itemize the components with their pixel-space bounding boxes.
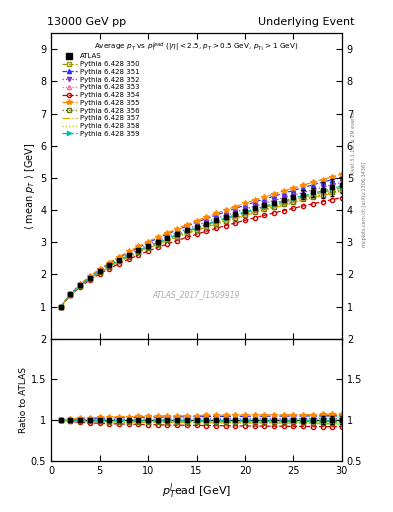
Text: Underlying Event: Underlying Event (258, 16, 355, 27)
Text: ATLAS_2017_I1509919: ATLAS_2017_I1509919 (153, 290, 240, 299)
X-axis label: $p_T^l$ead [GeV]: $p_T^l$ead [GeV] (162, 481, 231, 501)
Legend: ATLAS, Pythia 6.428 350, Pythia 6.428 351, Pythia 6.428 352, Pythia 6.428 353, P: ATLAS, Pythia 6.428 350, Pythia 6.428 35… (61, 52, 141, 138)
Text: Average $p_T$ vs $p_T^{lead}$ ($|\eta| < 2.5$, $p_T > 0.5$ GeV, $p_{T_1} > 1$ Ge: Average $p_T$ vs $p_T^{lead}$ ($|\eta| <… (94, 41, 299, 54)
Y-axis label: Ratio to ATLAS: Ratio to ATLAS (19, 367, 28, 433)
Y-axis label: $\langle$ mean $p_T$ $\rangle$ [GeV]: $\langle$ mean $p_T$ $\rangle$ [GeV] (23, 142, 37, 230)
Text: 13000 GeV pp: 13000 GeV pp (47, 16, 126, 27)
Text: mcplots.cern.ch [arXiv:1306.3436]: mcplots.cern.ch [arXiv:1306.3436] (362, 162, 367, 247)
Text: Rivet 3.1.10, ≥ 2M events: Rivet 3.1.10, ≥ 2M events (351, 112, 356, 175)
